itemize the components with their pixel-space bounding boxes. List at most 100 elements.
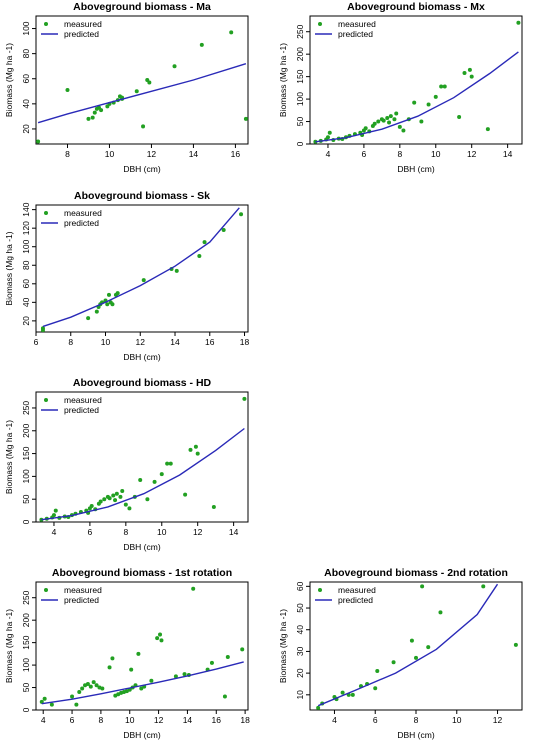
legend-label: predicted (338, 595, 373, 605)
y-tick-label: 0 (295, 141, 305, 146)
x-axis-label: DBH (cm) (123, 542, 160, 552)
measured-point (462, 71, 467, 76)
measured-point (485, 127, 490, 132)
x-axis-label: DBH (cm) (123, 352, 160, 362)
chart-panel: Aboveground biomass - Mx 4 6 8 10 12 14 0 50 100 1… (278, 1, 523, 174)
y-tick-label: 50 (21, 683, 31, 693)
x-axis-label: DBH (cm) (397, 730, 434, 740)
x-tick-label: 14 (183, 715, 193, 725)
chart-panel: Aboveground biomass - 1st rotation 4 6 8 10 1… (4, 567, 250, 740)
measured-point (195, 451, 200, 456)
measured-point (391, 660, 396, 665)
measured-point (426, 102, 431, 107)
measured-point (193, 444, 198, 449)
measured-point (136, 651, 141, 656)
measured-point (242, 396, 247, 401)
y-tick-label: 150 (21, 446, 31, 460)
measured-point (53, 508, 58, 513)
measured-point (439, 84, 444, 89)
measured-point (90, 115, 95, 120)
y-tick-label: 40 (21, 99, 31, 109)
measured-point (159, 472, 164, 477)
measured-point (118, 494, 123, 499)
measured-point (225, 655, 230, 660)
measured-point (168, 461, 173, 466)
measured-point (89, 504, 94, 509)
measured-point (141, 278, 146, 283)
y-tick-label: 80 (21, 49, 31, 59)
legend-label: predicted (338, 29, 373, 39)
y-axis-label: Biomass (Mg ha -1) (278, 43, 288, 117)
y-tick-label: 100 (21, 239, 31, 253)
predicted-line (41, 427, 245, 521)
measured-point (70, 694, 75, 699)
legend-point-swatch (318, 22, 322, 26)
measured-point (165, 461, 170, 466)
x-tick-label: 8 (65, 149, 70, 159)
x-tick-label: 10 (452, 715, 462, 725)
x-tick-label: 12 (136, 337, 146, 347)
x-tick-label: 8 (414, 715, 419, 725)
y-axis-label: Biomass (Mg ha -1) (4, 420, 14, 494)
legend-point-swatch (44, 22, 48, 26)
x-tick-label: 12 (467, 149, 477, 159)
measured-point (211, 504, 216, 509)
measured-point (397, 124, 402, 129)
measured-point (111, 493, 116, 498)
x-tick-label: 10 (125, 715, 135, 725)
plot-data (39, 396, 247, 522)
y-tick-label: 60 (21, 74, 31, 84)
measured-point (372, 121, 377, 126)
measured-point (172, 64, 177, 69)
y-tick-label: 100 (21, 21, 31, 35)
chart-panel: Aboveground biomass - Ma 8 10 12 14 16 20 40 60 8… (4, 1, 249, 174)
measured-point (40, 326, 45, 331)
legend-point-swatch (44, 588, 48, 592)
measured-point (77, 690, 82, 695)
plot-frame (309, 15, 523, 145)
plot-frame (35, 581, 249, 711)
chart-title: Aboveground biomass - 2nd rotation (324, 567, 508, 579)
chart-panel: Aboveground biomass - 2nd rotation 4 6 8 10 1… (278, 567, 523, 740)
x-tick-label: 10 (101, 337, 111, 347)
x-tick-label: 8 (397, 149, 402, 159)
measured-point (94, 309, 99, 314)
x-tick-label: 14 (189, 149, 199, 159)
plot-data (36, 30, 248, 144)
measured-point (409, 638, 414, 643)
measured-point (129, 667, 134, 672)
measured-point (149, 678, 154, 683)
y-tick-label: 0 (21, 519, 31, 524)
x-tick-label: 18 (240, 715, 250, 725)
measured-point (394, 111, 399, 116)
plot-data (40, 207, 244, 332)
y-tick-label: 10 (295, 690, 305, 700)
measured-point (183, 492, 188, 497)
measured-point (376, 119, 381, 124)
y-tick-label: 100 (21, 469, 31, 483)
x-tick-label: 4 (326, 149, 331, 159)
x-tick-label: 10 (431, 149, 441, 159)
y-tick-label: 120 (21, 221, 31, 235)
measured-point (51, 513, 56, 518)
measured-point (340, 690, 345, 695)
legend-point-swatch (44, 398, 48, 402)
measured-point (86, 316, 91, 321)
measured-point (174, 268, 179, 273)
measured-point (209, 660, 214, 665)
measured-point (86, 116, 91, 121)
chart-panel: Aboveground biomass - Sk 6 8 10 12 14 16 18 20 40… (4, 190, 250, 362)
measured-point (469, 74, 474, 79)
y-tick-label: 20 (21, 316, 31, 326)
y-tick-label: 60 (21, 279, 31, 289)
measured-point (114, 491, 119, 496)
measured-point (134, 89, 139, 94)
measured-point (92, 110, 97, 115)
measured-point (433, 94, 438, 99)
measured-point (438, 610, 443, 615)
x-tick-label: 6 (70, 715, 75, 725)
measured-point (222, 694, 227, 699)
y-tick-label: 200 (21, 423, 31, 437)
measured-point (123, 502, 128, 507)
